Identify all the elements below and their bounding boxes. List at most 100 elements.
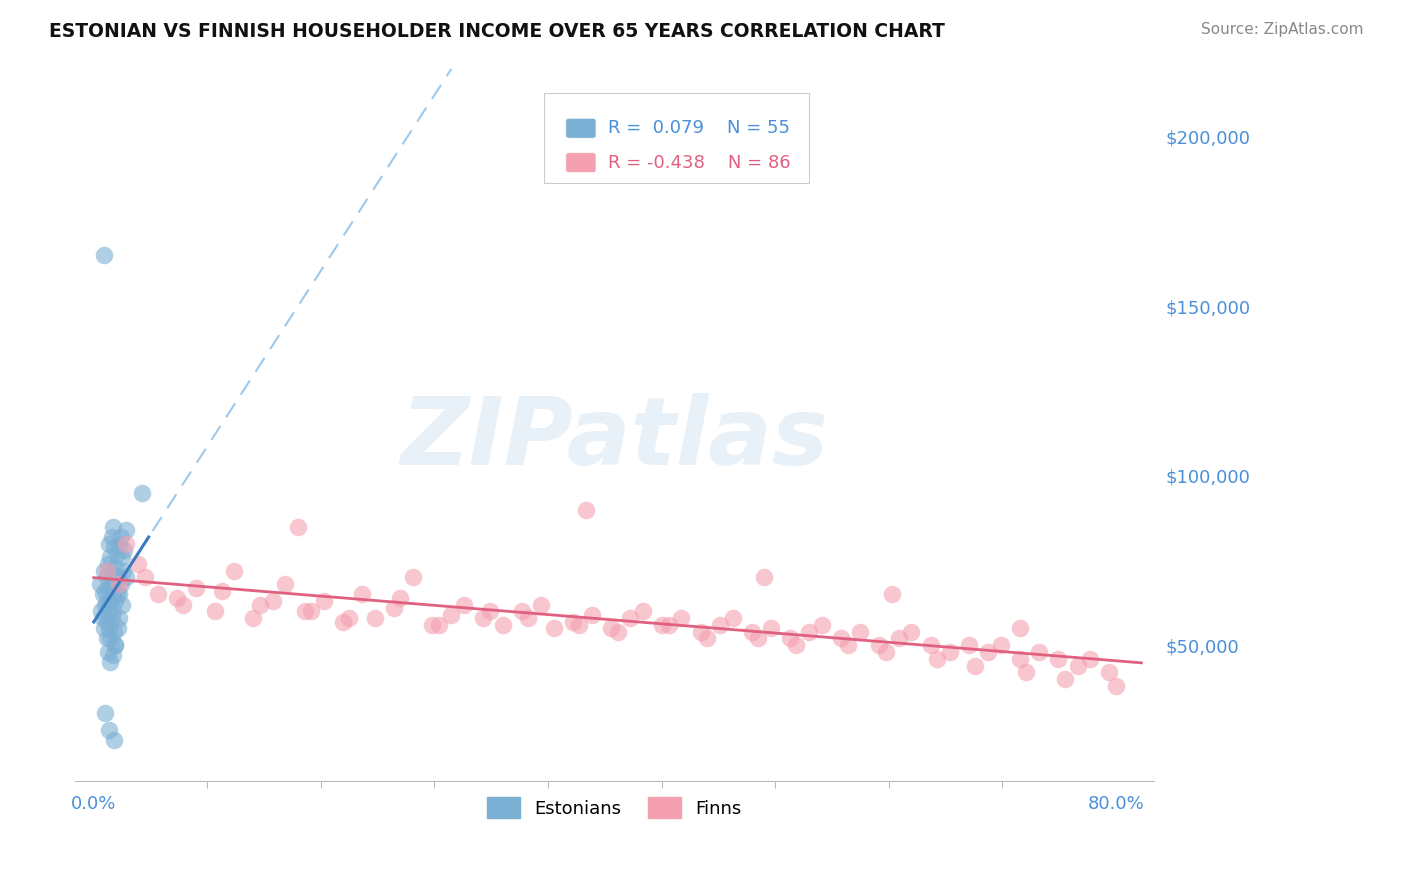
Point — [131, 485, 153, 500]
Point — [696, 632, 718, 646]
Point — [337, 611, 360, 625]
Point — [977, 645, 1000, 659]
Point — [575, 502, 598, 516]
Point — [204, 604, 226, 618]
Point — [105, 587, 128, 601]
Point — [600, 621, 623, 635]
Point — [440, 607, 463, 622]
Point — [96, 564, 118, 578]
Point — [91, 587, 114, 601]
Point — [427, 618, 450, 632]
Point — [389, 591, 412, 605]
Point — [96, 615, 118, 629]
Point — [103, 540, 125, 554]
Point — [402, 570, 425, 584]
Point — [568, 618, 591, 632]
Point — [101, 567, 124, 582]
Point — [107, 570, 129, 584]
Point — [94, 584, 117, 599]
Point — [166, 591, 188, 605]
Point — [882, 587, 904, 601]
Point — [472, 611, 495, 625]
Point — [581, 607, 603, 622]
Point — [274, 577, 297, 591]
Point — [510, 604, 533, 618]
Point — [98, 621, 121, 635]
Point — [103, 733, 125, 747]
Point — [103, 584, 125, 599]
Point — [965, 658, 987, 673]
Point — [651, 618, 673, 632]
Point — [689, 624, 711, 639]
Point — [110, 530, 132, 544]
Point — [112, 543, 135, 558]
Point — [146, 587, 169, 601]
Point — [957, 638, 980, 652]
Point — [1105, 679, 1128, 693]
Point — [94, 598, 117, 612]
Point — [721, 611, 744, 625]
Point — [741, 624, 763, 639]
Point — [830, 632, 852, 646]
Point — [491, 618, 513, 632]
Point — [837, 638, 859, 652]
Point — [114, 570, 136, 584]
Point — [900, 624, 922, 639]
Point — [107, 621, 129, 635]
Point — [262, 594, 284, 608]
Point — [1008, 621, 1031, 635]
Point — [887, 632, 910, 646]
Point — [108, 587, 131, 601]
Point — [606, 624, 628, 639]
Point — [990, 638, 1012, 652]
Point — [93, 564, 115, 578]
Point — [671, 611, 693, 625]
Text: Source: ZipAtlas.com: Source: ZipAtlas.com — [1201, 22, 1364, 37]
Point — [249, 598, 271, 612]
Point — [97, 645, 120, 659]
Point — [1008, 652, 1031, 666]
Point — [98, 594, 121, 608]
Point — [287, 519, 309, 533]
Point — [98, 655, 121, 669]
Point — [93, 248, 115, 262]
Point — [364, 611, 387, 625]
FancyBboxPatch shape — [565, 119, 596, 138]
Point — [811, 618, 834, 632]
Point — [114, 536, 136, 550]
Point — [849, 624, 872, 639]
Point — [799, 624, 821, 639]
Point — [312, 594, 335, 608]
Point — [920, 638, 942, 652]
Point — [127, 557, 149, 571]
Legend: Estonians, Finns: Estonians, Finns — [479, 790, 749, 825]
Point — [111, 550, 134, 565]
Point — [759, 621, 782, 635]
Point — [754, 570, 776, 584]
Text: R = -0.438    N = 86: R = -0.438 N = 86 — [607, 153, 790, 171]
Point — [478, 604, 501, 618]
Point — [101, 519, 124, 533]
Point — [631, 604, 654, 618]
Point — [938, 645, 960, 659]
Point — [104, 560, 127, 574]
Point — [114, 523, 136, 537]
Point — [172, 598, 194, 612]
Point — [96, 594, 118, 608]
Point — [543, 621, 565, 635]
Point — [96, 632, 118, 646]
Point — [104, 638, 127, 652]
Point — [96, 570, 118, 584]
Point — [1098, 665, 1121, 680]
Point — [332, 615, 354, 629]
Point — [382, 601, 405, 615]
Point — [1028, 645, 1050, 659]
Point — [108, 577, 131, 591]
Point — [108, 536, 131, 550]
Point — [184, 581, 207, 595]
Point — [779, 632, 801, 646]
Point — [869, 638, 891, 652]
Point — [98, 632, 121, 646]
Point — [89, 577, 111, 591]
Point — [1015, 665, 1038, 680]
